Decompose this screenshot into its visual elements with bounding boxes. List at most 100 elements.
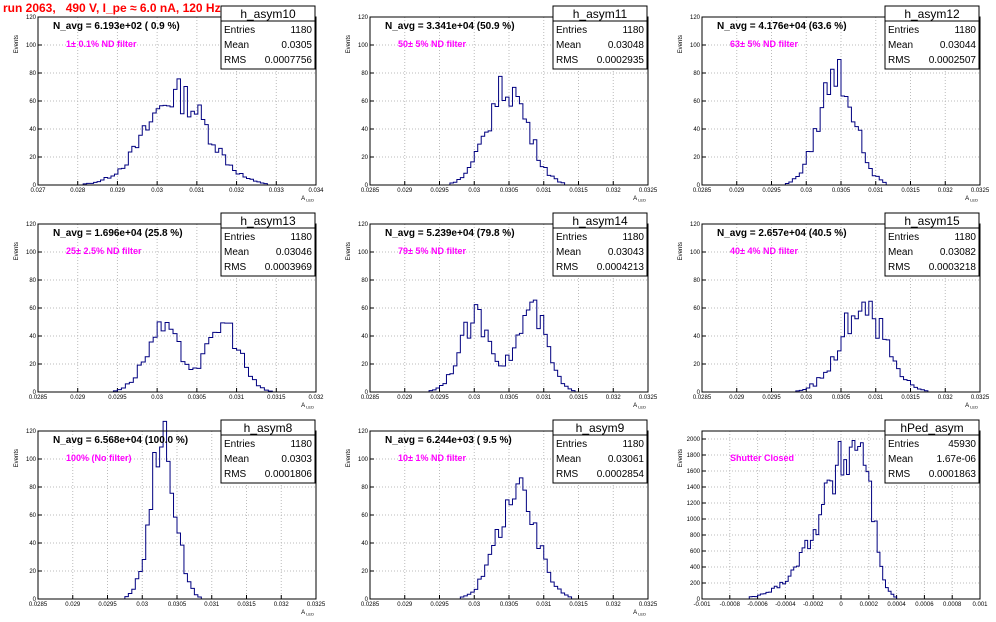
- stats-value-mean: 0.03043: [608, 247, 645, 258]
- y-tick-label: 80: [29, 485, 36, 491]
- x-tick-label: 0.03: [151, 188, 163, 194]
- y-axis-title: Events: [678, 449, 684, 467]
- y-tick-label: 60: [29, 99, 36, 105]
- y-tick-label: 120: [358, 429, 369, 435]
- y-tick-label: 1600: [687, 469, 701, 475]
- x-tick-label: 0.0295: [762, 188, 781, 194]
- filter-annotation: 1± 0.1% ND filter: [66, 39, 137, 49]
- x-tick-label: 0.0315: [901, 188, 920, 194]
- x-axis-title-subscript: LED: [969, 198, 978, 203]
- x-tick-label: 0.03: [468, 188, 480, 194]
- y-tick-label: 100: [690, 250, 701, 256]
- histogram-series: [38, 321, 316, 393]
- y-tick-label: 60: [693, 99, 700, 105]
- x-axis-title: A LED: [301, 403, 314, 410]
- x-tick-label: 0.032: [606, 602, 622, 608]
- x-tick-label: 0.0285: [693, 188, 712, 194]
- stats-label-mean: Mean: [888, 40, 913, 51]
- x-axis-title-subscript: LED: [305, 612, 314, 617]
- x-tick-label: 0.027: [30, 188, 46, 194]
- filter-annotation: 79± 5% ND filter: [398, 246, 466, 256]
- y-tick-label: 20: [361, 362, 368, 368]
- plot-frame: [701, 16, 981, 186]
- y-tick-label: 20: [693, 155, 700, 161]
- stats-box: [220, 434, 316, 484]
- stats-value-entries: 1180: [290, 232, 312, 243]
- x-tick-label: 0.0305: [500, 602, 519, 608]
- y-tick-label: 80: [361, 485, 368, 491]
- x-tick-label: 0.031: [868, 188, 884, 194]
- x-tick-label: 0.0325: [639, 395, 658, 401]
- y-axis-title: Events: [14, 35, 20, 53]
- y-axis-title: Events: [14, 449, 20, 467]
- stats-label-mean: Mean: [888, 247, 913, 258]
- run-title: run 2063, 490 V, I_pe ≈ 6.0 nA, 120 Hz: [3, 1, 221, 15]
- y-tick-label: 120: [26, 429, 37, 435]
- navg-label: N_avg = 1.696e+04 (25.8 %): [53, 228, 183, 239]
- histogram-name: h_asym15: [904, 214, 960, 228]
- y-axis-title: Events: [14, 242, 20, 260]
- y-tick-label: 20: [29, 569, 36, 575]
- histogram-name: h_asym11: [573, 7, 628, 21]
- y-tick-label: 800: [690, 533, 701, 539]
- y-tick-label: 120: [358, 15, 369, 21]
- x-tick-label: 0.03: [468, 395, 480, 401]
- y-tick-label: 100: [26, 457, 37, 463]
- x-tick-label: 0.0315: [267, 395, 286, 401]
- x-tick-label: 0.0315: [569, 602, 588, 608]
- navg-label: N_avg = 4.176e+04 (63.6 %): [717, 21, 847, 32]
- y-tick-label: 0: [365, 597, 369, 603]
- stats-label-entries: Entries: [556, 439, 587, 450]
- y-tick-label: 40: [29, 127, 36, 133]
- x-tick-label: 0.031: [536, 395, 552, 401]
- y-tick-label: 100: [690, 43, 701, 49]
- stats-box: [552, 434, 648, 484]
- navg-label: N_avg = 2.657e+04 (40.5 %): [717, 228, 847, 239]
- y-axis-title: Events: [678, 242, 684, 260]
- x-axis-title: A LED: [633, 403, 646, 410]
- histogram-series: [38, 78, 316, 186]
- y-tick-label: 20: [361, 569, 368, 575]
- y-tick-label: 120: [26, 15, 37, 21]
- x-tick-label: 0.0295: [430, 602, 449, 608]
- histogram-pad-h_asym11: 0.0285 0.029 0.0295 0.03 0.0305 0.031 0.0315 0.…: [332, 0, 664, 207]
- plot-frame: [701, 430, 981, 600]
- y-tick-label: 100: [358, 250, 369, 256]
- y-tick-label: 20: [361, 155, 368, 161]
- x-tick-label: 0.0285: [693, 395, 712, 401]
- stats-label-mean: Mean: [556, 454, 581, 465]
- x-tick-label: 0.0285: [361, 395, 380, 401]
- x-tick-label: 0.034: [308, 188, 324, 194]
- y-tick-label: 0: [697, 183, 701, 189]
- x-tick-label: -0.0008: [720, 602, 741, 608]
- x-tick-label: 0.0315: [237, 602, 256, 608]
- x-axis-title: A LED: [965, 403, 978, 410]
- stats-value-entries: 45930: [948, 439, 976, 450]
- x-tick-label: 0.032: [308, 395, 324, 401]
- x-tick-label: 0.03: [800, 188, 812, 194]
- navg-label: N_avg = 6.244e+03 ( 9.5 %): [385, 435, 512, 446]
- histogram-svg: 0.0285 0.029 0.0295 0.03 0.0305 0.031 0.0315 0.…: [14, 212, 324, 410]
- stats-value-entries: 1180: [954, 25, 976, 36]
- stats-value-mean: 0.0305: [281, 40, 312, 51]
- y-tick-label: 1800: [687, 453, 701, 459]
- histogram-svg: 0.0285 0.029 0.0295 0.03 0.0305 0.031 0.0315 0.…: [346, 5, 658, 203]
- histogram-name: h_asym14: [572, 214, 628, 228]
- histogram-pad-h_asym13: 0.0285 0.029 0.0295 0.03 0.0305 0.031 0.0315 0.…: [0, 207, 332, 414]
- filter-annotation: 50± 5% ND filter: [398, 39, 466, 49]
- y-axis-title: Events: [346, 35, 352, 53]
- x-axis-title-subscript: LED: [637, 198, 646, 203]
- x-tick-label: 0.031: [189, 188, 205, 194]
- x-tick-label: 0.0285: [361, 188, 380, 194]
- histogram-svg: 0.0285 0.029 0.0295 0.03 0.0305 0.031 0.0315 0.…: [346, 212, 658, 410]
- histogram-pad-h_asym12: 0.0285 0.029 0.0295 0.03 0.0305 0.031 0.0315 0.…: [664, 0, 996, 207]
- y-tick-label: 120: [358, 222, 369, 228]
- stats-value-entries: 1180: [954, 232, 976, 243]
- x-tick-label: 0.033: [269, 188, 285, 194]
- y-axis-title: Events: [678, 35, 684, 53]
- x-tick-label: 0.0305: [500, 188, 519, 194]
- plot-frame: [37, 430, 317, 600]
- x-axis-title: A LED: [633, 196, 646, 203]
- x-tick-label: 0.031: [229, 395, 245, 401]
